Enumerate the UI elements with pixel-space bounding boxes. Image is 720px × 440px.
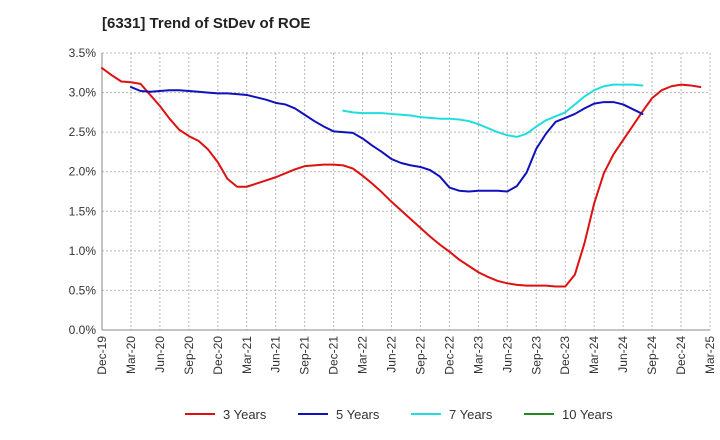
- x-tick-label: Jun-24: [616, 336, 630, 373]
- x-tick-labels: Dec-19 Mar-20 Jun-20 Sep-20 Dec-20 Mar-21 Jun-…: [95, 336, 717, 375]
- y-tick-label: 3.5%: [69, 46, 97, 60]
- x-tick-label: Jun-23: [500, 336, 514, 373]
- x-tick-label: Dec-19: [95, 336, 109, 375]
- x-tick-label: Sep-23: [529, 336, 543, 375]
- x-tick-label: Mar-24: [587, 336, 601, 374]
- series-line-7-years: [342, 83, 644, 138]
- x-tick-label: Mar-21: [240, 336, 254, 374]
- legend: 3 Years 5 Years 7 Years 10 Years: [185, 407, 613, 422]
- x-tick-label: Sep-21: [298, 336, 312, 375]
- x-tick-label: Dec-22: [442, 336, 456, 375]
- x-tick-label: Dec-20: [211, 336, 225, 375]
- plot-area: [102, 53, 710, 330]
- y-tick-label: 1.0%: [69, 244, 97, 258]
- x-tick-label: Sep-22: [413, 336, 427, 375]
- y-tick-label: 0.5%: [69, 283, 97, 297]
- x-tick-label: Dec-21: [327, 336, 341, 375]
- legend-label: 7 Years: [449, 407, 493, 422]
- x-tick-label: Dec-24: [674, 336, 688, 375]
- y-tick-label: 1.5%: [69, 204, 97, 218]
- y-tick-label: 3.0%: [69, 86, 97, 100]
- x-tick-label: Jun-20: [153, 336, 167, 373]
- legend-label: 10 Years: [562, 407, 613, 422]
- y-tick-label: 2.5%: [69, 125, 97, 139]
- x-tick-label: Dec-23: [558, 336, 572, 375]
- y-tick-label: 2.0%: [69, 165, 97, 179]
- legend-label: 3 Years: [223, 407, 267, 422]
- chart-title: [6331] Trend of StDev of ROE: [102, 15, 310, 32]
- x-tick-label: Sep-24: [645, 336, 659, 375]
- x-tick-label: Mar-20: [124, 336, 138, 374]
- y-tick-label: 0.0%: [69, 323, 97, 337]
- series-line-5-years: [129, 86, 644, 193]
- legend-label: 5 Years: [336, 407, 380, 422]
- x-tick-label: Jun-22: [385, 336, 399, 373]
- x-tick-label: Mar-22: [356, 336, 370, 374]
- x-tick-label: Mar-23: [471, 336, 485, 374]
- y-tick-labels: 0.0% 0.5% 1.0% 1.5% 2.0% 2.5% 3.0% 3.5%: [69, 46, 97, 337]
- series-line-3-years: [101, 67, 702, 288]
- x-tick-label: Jun-21: [269, 336, 283, 373]
- x-tick-label: Sep-20: [182, 336, 196, 375]
- series-lines: [101, 67, 702, 288]
- x-tick-label: Mar-25: [703, 336, 717, 374]
- axes: [101, 53, 710, 331]
